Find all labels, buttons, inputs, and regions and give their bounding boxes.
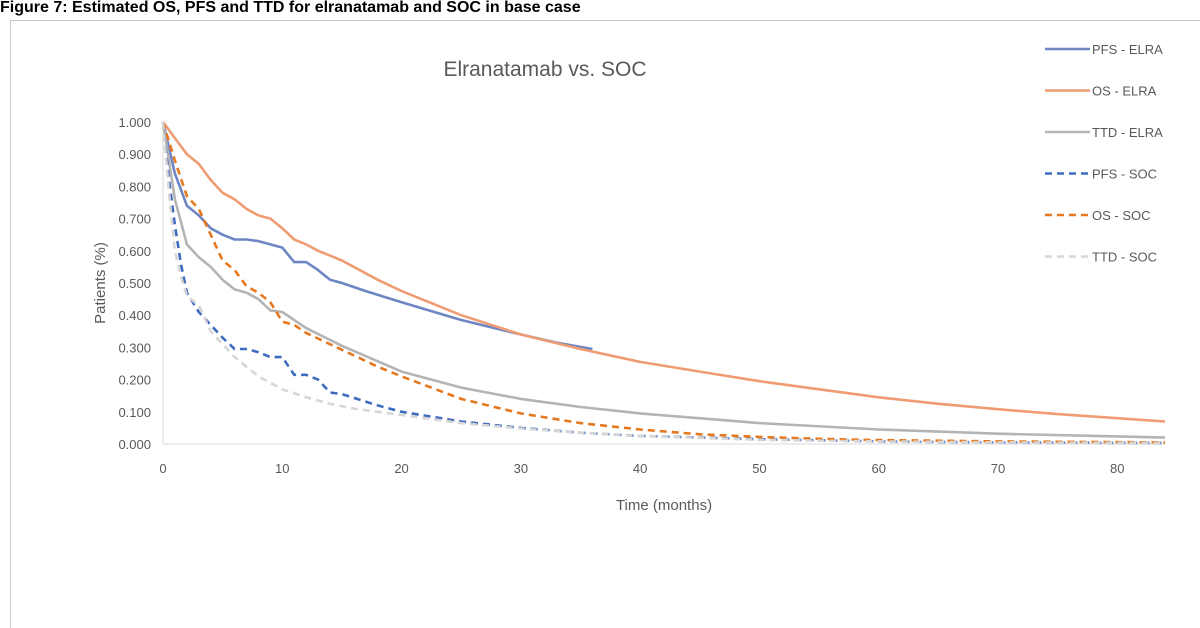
y-tick-label: 0.000 — [118, 437, 151, 452]
y-tick-label: 0.400 — [118, 308, 151, 323]
y-tick-label: 0.800 — [118, 179, 151, 194]
y-tick-label: 0.200 — [118, 373, 151, 388]
x-tick-label: 50 — [752, 461, 766, 476]
x-tick-label: 0 — [159, 461, 166, 476]
series-line-0 — [161, 121, 593, 351]
x-tick-label: 10 — [275, 461, 289, 476]
series-lines — [161, 121, 1166, 445]
legend-label: PFS - ELRA — [1092, 42, 1163, 57]
legend-label: PFS - SOC — [1092, 167, 1157, 182]
legend-label: TTD - SOC — [1092, 250, 1157, 265]
series-line-3 — [161, 121, 1166, 445]
y-axis-title: Patients (%) — [92, 242, 109, 324]
y-tick-label: 1.000 — [118, 115, 151, 130]
y-tick-label: 0.900 — [118, 147, 151, 162]
x-tick-label: 40 — [633, 461, 647, 476]
y-tick-label: 0.500 — [118, 276, 151, 291]
x-axis-title: Time (months) — [616, 497, 712, 514]
y-tick-label: 0.700 — [118, 212, 151, 227]
y-tick-label: 0.300 — [118, 340, 151, 355]
figure-caption: Figure 7: Estimated OS, PFS and TTD for … — [0, 0, 581, 16]
chart-title: Elranatamab vs. SOC — [443, 58, 646, 81]
legend-label: OS - SOC — [1092, 208, 1151, 223]
legend-label: TTD - ELRA — [1092, 125, 1163, 140]
x-tick-label: 30 — [514, 461, 528, 476]
x-tick-labels: 0 10 20 30 40 50 60 70 80 — [159, 461, 1124, 476]
x-tick-label: 20 — [394, 461, 408, 476]
x-tick-label: 70 — [991, 461, 1005, 476]
x-tick-label: 60 — [871, 461, 885, 476]
series-line-4 — [161, 121, 1166, 444]
x-tick-label: 80 — [1110, 461, 1124, 476]
legend-label: OS - ELRA — [1092, 84, 1157, 99]
y-tick-label: 0.100 — [118, 405, 151, 420]
y-tick-label: 0.600 — [118, 244, 151, 259]
series-line-2 — [161, 121, 1166, 439]
chart-frame — [10, 20, 1200, 628]
series-line-1 — [161, 121, 1166, 423]
y-tick-labels: 0.000 0.100 0.200 0.300 0.400 0.500 0.600 0.700… — [118, 115, 151, 452]
series-line-5 — [161, 121, 1166, 445]
legend: PFS - ELRA OS - ELRA TTD - ELRA PFS - SOC OS… — [1045, 42, 1163, 265]
